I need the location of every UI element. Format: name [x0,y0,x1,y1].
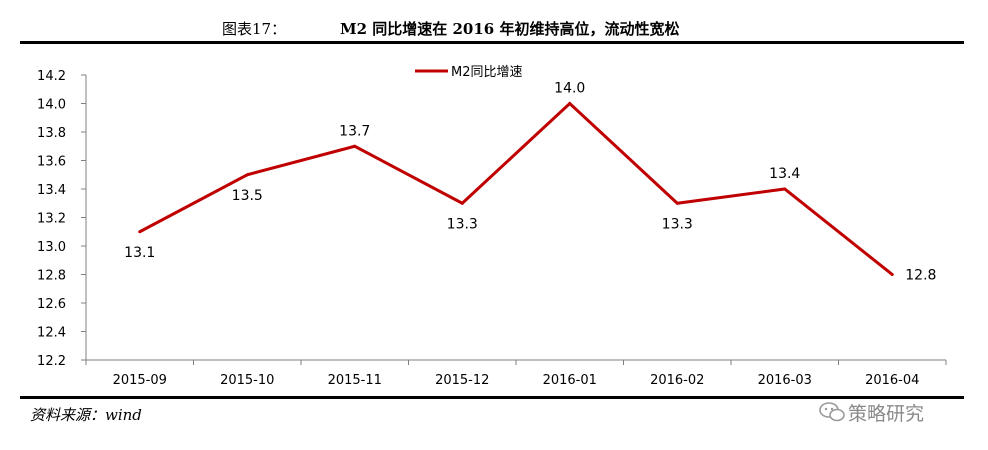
source-note: 资料来源：wind [30,406,142,424]
watermark-text: 策略研究 [848,403,925,425]
y-tick-label: 13.8 [37,126,66,141]
y-tick-label: 12.6 [37,297,66,312]
data-point [460,201,464,205]
chart-axes [81,74,947,365]
data-label: 12.8 [905,268,936,284]
figure-label: 图表17： [222,20,287,38]
data-label: 14.0 [554,81,585,97]
y-tick-label: 12.8 [37,269,66,284]
data-label: 13.3 [662,216,693,232]
x-tick-label: 2015-09 [113,373,167,388]
x-tick-label: 2015-12 [435,373,489,388]
watermark: 策略研究 [818,398,968,425]
figure-title: M2 同比增速在 2016 年初维持高位，流动性宽松 [340,20,680,38]
y-tick-label: 12.4 [37,326,66,341]
data-point [890,273,894,276]
x-tick-label: 2016-01 [543,373,597,388]
top-rule [20,41,964,44]
x-tick-label: 2015-11 [328,373,382,388]
data-point [783,187,787,191]
x-tick-label: 2016-04 [865,373,919,388]
x-tick-label: 2016-03 [758,373,812,388]
data-point [568,102,572,105]
y-tick-label: 13.2 [37,212,66,227]
chart-legend: M2同比增速 [415,65,523,80]
legend-label: M2同比增速 [451,65,523,80]
data-point [353,144,357,148]
chart-area: 12.2 12.4 12.6 12.8 13.0 13.2 13.4 13.6 13.8 14.0… [37,65,947,388]
x-tick-label: 2015-10 [220,373,274,388]
data-label: 13.4 [769,166,800,182]
data-point [675,201,679,205]
series-layer [138,101,894,276]
data-point [138,230,142,234]
data-label: 13.1 [124,245,155,261]
bottom-rule [20,396,964,399]
y-tick-label: 13.6 [37,155,66,170]
figure-title-bar: 图表17： M2 同比增速在 2016 年初维持高位，流动性宽松 [0,18,988,38]
x-tick-labels: 2015-09 2015-10 2015-11 2015-12 2016-01 2016-… [113,373,920,388]
y-tick-label: 13.0 [37,240,66,255]
series-line-m2 [139,101,894,276]
data-label: 13.5 [232,188,263,204]
data-label: 13.7 [339,123,370,139]
data-labels: 13.1 13.5 13.7 13.3 14.0 13.3 13.4 12.8 [124,81,936,284]
x-tick-label: 2016-02 [650,373,704,388]
wechat-icon [819,402,845,422]
y-tick-label: 14.0 [37,98,66,113]
y-tick-label: 13.4 [37,183,66,198]
data-label: 13.3 [447,216,478,232]
data-point [245,173,249,177]
y-tick-label: 14.2 [37,69,66,84]
y-tick-labels: 12.2 12.4 12.6 12.8 13.0 13.2 13.4 13.6 13.8 14.0… [37,69,66,369]
y-tick-label: 12.2 [37,354,66,369]
